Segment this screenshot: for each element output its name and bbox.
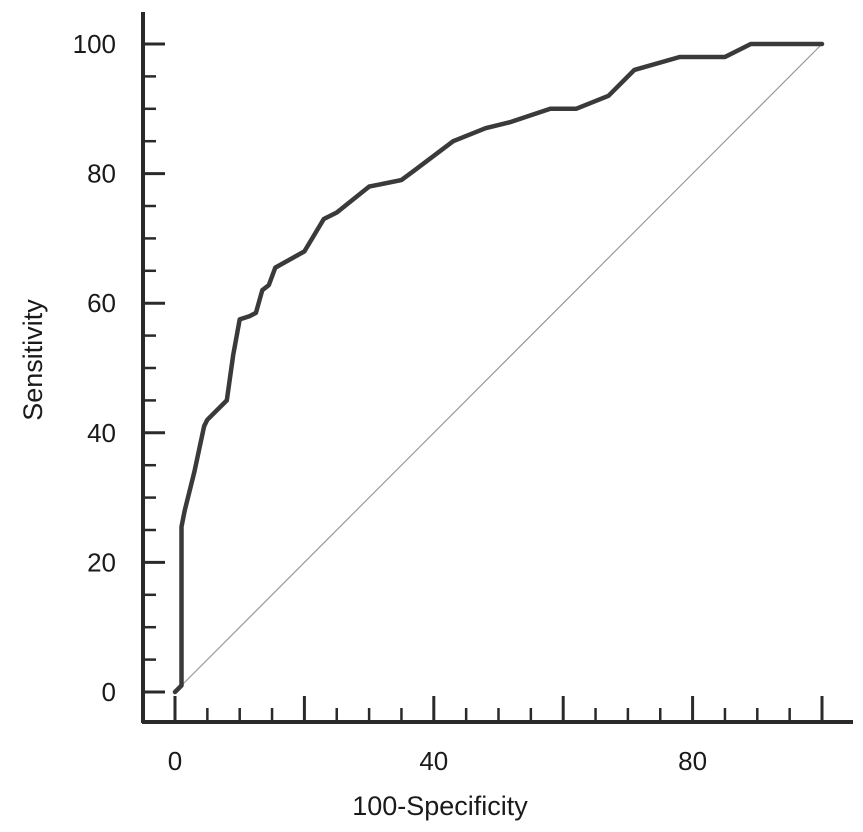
- y-tick-label: 80: [87, 159, 116, 189]
- x-axis-label: 100-Specificity: [352, 791, 528, 821]
- y-tick-label: 100: [73, 29, 116, 59]
- curve-layer: [172, 41, 825, 695]
- x-tick-label: 40: [419, 746, 448, 776]
- axes: [141, 12, 853, 724]
- x-tick-label: 0: [168, 746, 182, 776]
- reference-layer: [174, 43, 823, 693]
- reference-line: [174, 43, 823, 693]
- roc-curve: [172, 41, 825, 695]
- y-axis-label: Sensitivity: [18, 299, 48, 421]
- y-tick-label: 60: [87, 288, 116, 318]
- tick-labels: 0 20 40 60 80 100 0 40 80: [73, 29, 707, 776]
- y-tick-label: 20: [87, 547, 116, 577]
- y-tick-label: 0: [102, 677, 116, 707]
- x-tick-label: 80: [678, 746, 707, 776]
- y-tick-label: 40: [87, 418, 116, 448]
